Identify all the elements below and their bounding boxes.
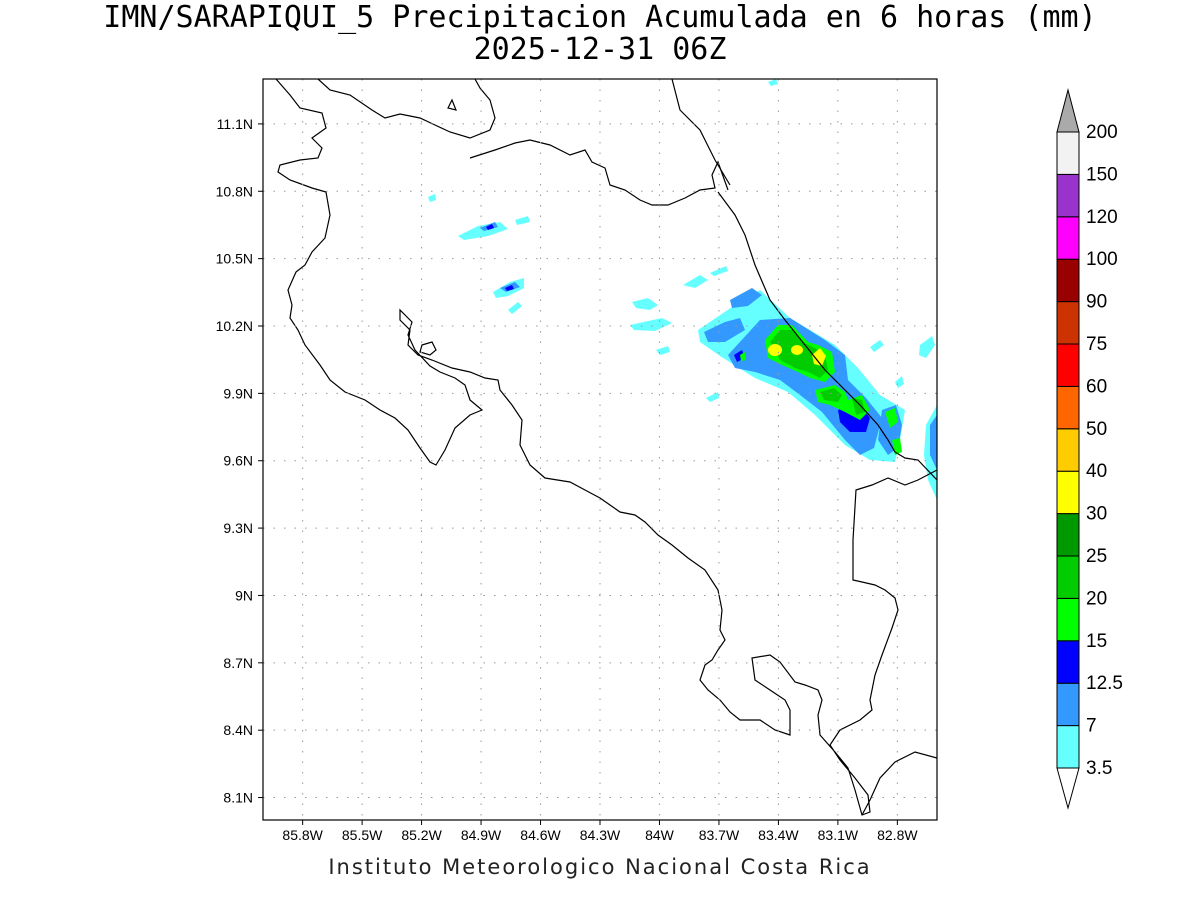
lat-tick-label-3: 10.2N <box>216 318 253 334</box>
colorbar-label-3: 15 <box>1086 631 1107 652</box>
lat-tick-label-9: 8.4N <box>223 722 253 738</box>
latitude-ticks: 11.1N 10.8N 10.5N 10.2N 9.9N 9.6N 9.3N 9N 8.7N 8.… <box>216 116 263 806</box>
lat-tick-label-0: 11.1N <box>217 116 253 132</box>
footer-credit: Instituto Meteorologico Nacional Costa R… <box>328 855 872 879</box>
colorbar-box-5 <box>1056 513 1080 557</box>
colorbar-label-5: 25 <box>1086 546 1107 567</box>
colorbar: 3.5 7 12.5 15 20 25 30 40 50 60 75 90 100 120 150 200 <box>1056 88 1123 810</box>
colorbar-label-2: 12.5 <box>1086 673 1123 694</box>
lon-tick-label-5: 84.3W <box>580 827 621 843</box>
colorbar-box-10 <box>1056 301 1080 345</box>
colorbar-box-11 <box>1056 258 1080 303</box>
colorbar-box-2 <box>1056 640 1080 684</box>
lon-tick-label-6: 84W <box>645 827 675 843</box>
colorbar-label-0: 3.5 <box>1086 758 1112 779</box>
colorbar-box-6 <box>1056 470 1080 515</box>
title-line-1: IMN/SARAPIQUI_5 Precipitacion Acumulada … <box>103 0 1097 35</box>
lat-tick-label-4: 9.9N <box>223 385 253 401</box>
lat-tick-label-7: 9N <box>235 587 253 603</box>
colorbar-box-8 <box>1056 385 1080 430</box>
colorbar-label-15: 200 <box>1086 122 1118 143</box>
title-line-2: 2025-12-31 06Z <box>473 32 727 67</box>
longitude-ticks: 85.8W 85.5W 85.2W 84.9W 84.6W 84.3W 84W 83.7W 83… <box>282 820 918 843</box>
lat-tick-label-8: 8.7N <box>223 655 253 671</box>
colorbar-label-6: 30 <box>1086 504 1107 525</box>
colorbar-label-12: 100 <box>1086 249 1118 270</box>
chart-title: IMN/SARAPIQUI_5 Precipitacion Acumulada … <box>0 2 1200 66</box>
colorbar-label-8: 50 <box>1086 419 1107 440</box>
colorbar-label-11: 90 <box>1086 292 1107 313</box>
lat-tick-label-1: 10.8N <box>216 183 253 199</box>
colorbar-box-1 <box>1056 682 1080 727</box>
colorbar-box-3 <box>1056 597 1080 642</box>
lon-tick-label-10: 82.8W <box>877 827 918 843</box>
lon-tick-label-1: 85.5W <box>342 827 383 843</box>
lon-tick-label-3: 84.9W <box>461 827 502 843</box>
lat-tick-label-6: 9.3N <box>223 520 253 536</box>
colorbar-upper-arrow <box>1056 88 1080 133</box>
colorbar-label-9: 60 <box>1086 376 1107 397</box>
lon-tick-label-7: 83.7W <box>699 827 740 843</box>
lon-tick-label-8: 83.4W <box>758 827 799 843</box>
colorbar-label-7: 40 <box>1086 461 1107 482</box>
lat-tick-label-10: 8.1N <box>223 790 253 806</box>
colorbar-label-4: 20 <box>1086 588 1107 609</box>
colorbar-label-1: 7 <box>1086 716 1097 737</box>
lat-tick-label-2: 10.5N <box>216 251 253 267</box>
colorbar-label-13: 120 <box>1086 207 1118 228</box>
map-frame <box>262 78 938 821</box>
lon-tick-label-4: 84.6W <box>520 827 561 843</box>
colorbar-box-14 <box>1056 131 1080 175</box>
colorbar-box-12 <box>1056 216 1080 260</box>
lat-tick-label-5: 9.6N <box>223 453 253 469</box>
colorbar-box-13 <box>1056 173 1080 218</box>
colorbar-label-10: 75 <box>1086 334 1107 355</box>
colorbar-lower-arrow <box>1056 767 1080 810</box>
lon-tick-label-2: 85.2W <box>401 827 442 843</box>
colorbar-label-14: 150 <box>1086 164 1118 185</box>
colorbar-box-4 <box>1056 555 1080 599</box>
colorbar-box-9 <box>1056 343 1080 387</box>
colorbar-box-7 <box>1056 428 1080 472</box>
precipitation-field <box>428 79 937 500</box>
lon-tick-label-9: 83.1W <box>818 827 859 843</box>
lon-tick-label-0: 85.8W <box>282 827 323 843</box>
map-grid <box>263 79 937 820</box>
colorbar-box-0 <box>1056 725 1080 769</box>
